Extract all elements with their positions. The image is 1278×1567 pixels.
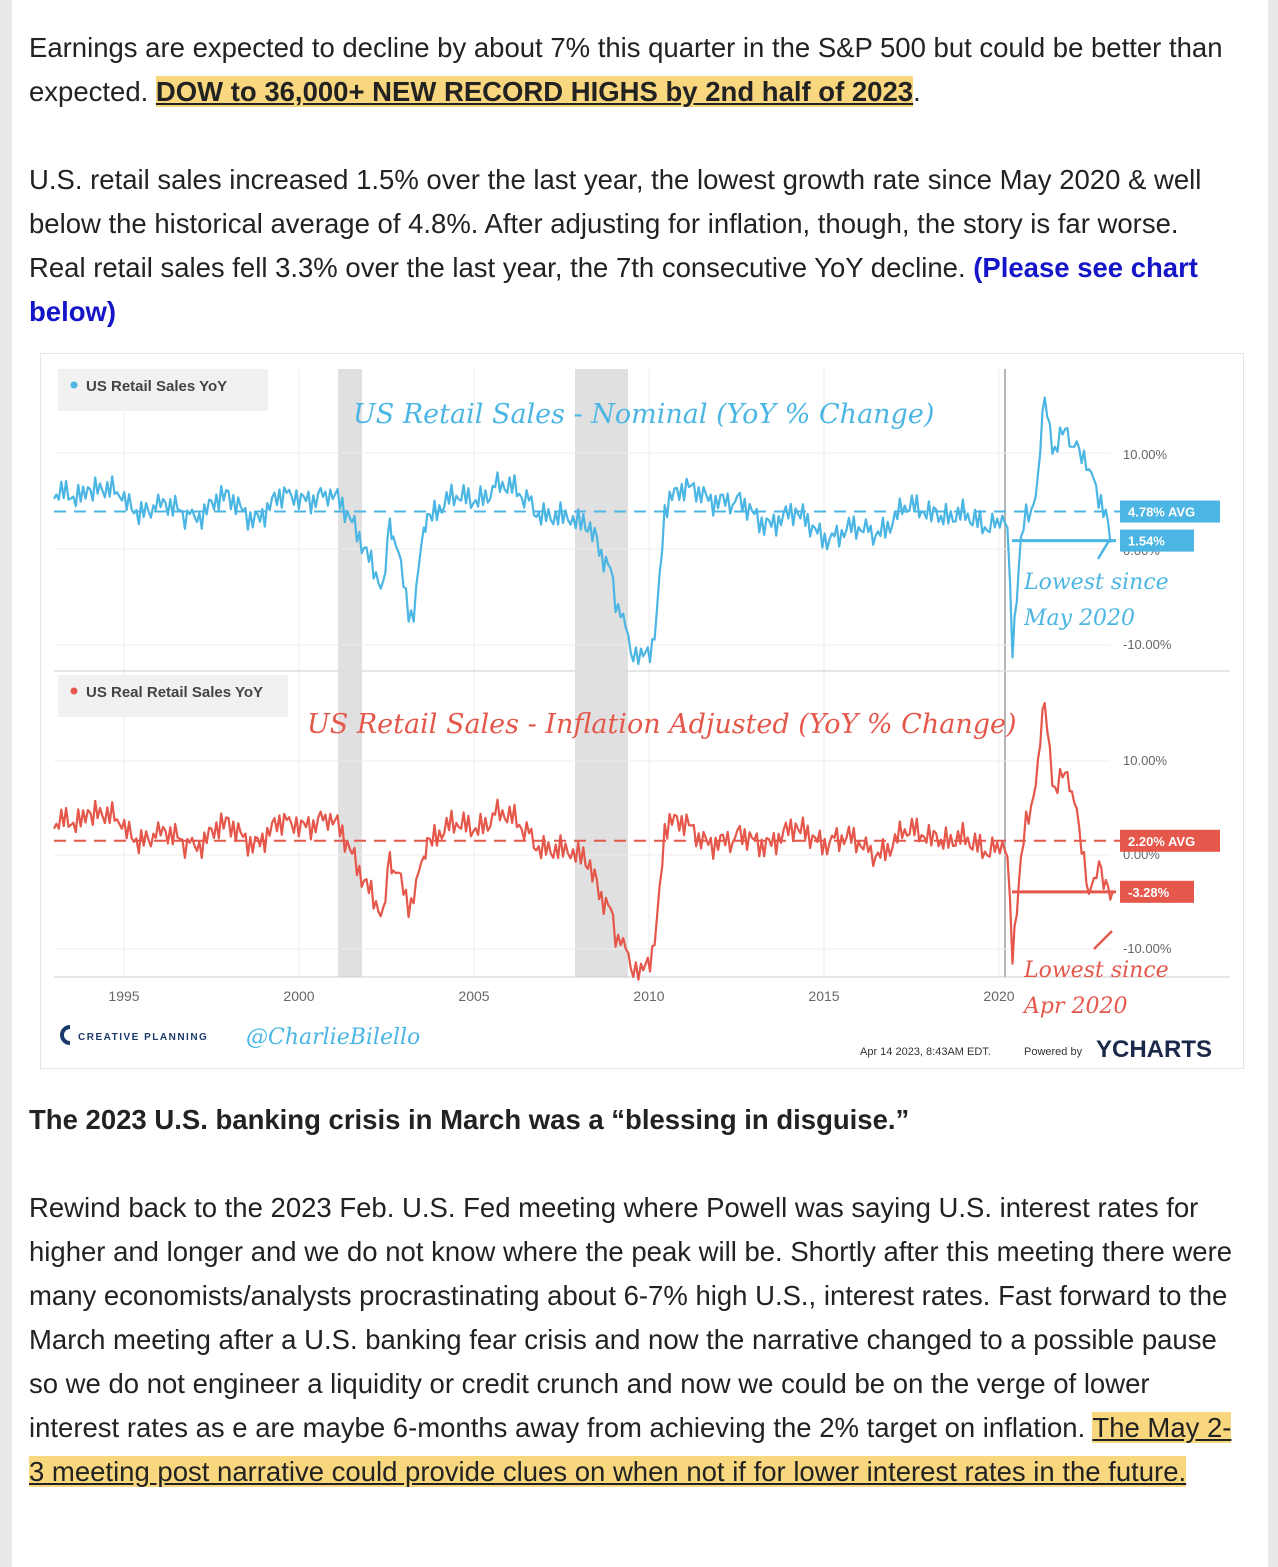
x-tick-2005: 2005 xyxy=(458,988,489,1004)
legend-dot-nominal xyxy=(70,381,78,389)
period: . xyxy=(913,76,921,107)
legend-real: US Real Retail Sales YoY xyxy=(86,684,263,701)
annotation-nominal-1: Lowest since xyxy=(1023,570,1169,595)
earnings-text: Earnings are expected to decline by abou… xyxy=(29,32,1223,107)
y-tick-top-10: 10.00% xyxy=(1123,447,1168,462)
retail-sales-chart: US Retail Sales YoY US Real Retail Sales… xyxy=(40,353,1244,1069)
annotation-arrow-real xyxy=(1093,930,1113,950)
paragraph-earnings: Earnings are expected to decline by abou… xyxy=(29,26,1234,114)
chart-title-nominal: US Retail Sales - Nominal (YoY % Change) xyxy=(353,399,934,430)
chart-title-real: US Retail Sales - Inflation Adjusted (Yo… xyxy=(307,709,1017,740)
avg-badge-nominal xyxy=(1120,500,1220,523)
recession-band-2001 xyxy=(338,369,362,977)
paragraph-fed: Rewind back to the 2023 Feb. U.S. Fed me… xyxy=(29,1186,1234,1494)
series-line-real xyxy=(53,701,1114,981)
x-tick-2020: 2020 xyxy=(983,988,1014,1004)
powered-by: Powered by xyxy=(1024,1046,1083,1058)
series-line-nominal xyxy=(53,396,1114,666)
avg-badge-real xyxy=(1120,829,1220,852)
y-tick-bottom-neg10: -10.00% xyxy=(1123,941,1172,956)
last-badge-nominal xyxy=(1120,529,1194,552)
recession-band-2008 xyxy=(575,369,628,977)
last-badge-real xyxy=(1120,880,1194,903)
avg-label-real: 2.20% AVG xyxy=(1128,834,1195,849)
x-tick-2000: 2000 xyxy=(283,988,314,1004)
x-tick-2015: 2015 xyxy=(808,988,839,1004)
creative-planning-logo: CREATIVE PLANNING xyxy=(60,1025,208,1045)
annotation-nominal-2: May 2020 xyxy=(1023,606,1135,631)
timestamp: Apr 14 2023, 8:43AM EDT. xyxy=(860,1046,991,1058)
dow-record-highlight[interactable]: DOW to 36,000+ NEW RECORD HIGHS by 2nd h… xyxy=(155,76,914,107)
last-label-real: -3.28% xyxy=(1128,885,1170,900)
brand-name: CREATIVE PLANNING xyxy=(78,1032,208,1043)
ycharts-logo: YCHARTS xyxy=(1096,1036,1212,1063)
last-label-nominal: 1.54% xyxy=(1128,534,1165,549)
y-tick-top-neg10: -10.00% xyxy=(1123,637,1172,652)
annotation-arrow-nominal xyxy=(1096,538,1112,560)
legend-box-top xyxy=(58,369,268,411)
paragraph-retail-sales: U.S. retail sales increased 1.5% over th… xyxy=(29,158,1234,334)
author-handle: @CharlieBilello xyxy=(246,1025,420,1050)
retail-sales-text: U.S. retail sales increased 1.5% over th… xyxy=(29,164,1202,283)
fed-text: Rewind back to the 2023 Feb. U.S. Fed me… xyxy=(29,1192,1233,1443)
y-tick-bottom-10: 10.00% xyxy=(1123,753,1168,768)
legend-nominal: US Retail Sales YoY xyxy=(86,378,227,395)
annotation-real-1: Lowest since xyxy=(1023,958,1169,983)
annotation-real-2: Apr 2020 xyxy=(1022,994,1127,1019)
legend-dot-real xyxy=(70,687,78,695)
creative-planning-logo-icon xyxy=(60,1025,71,1045)
x-tick-1995: 1995 xyxy=(108,988,139,1004)
legend-box-bottom xyxy=(58,675,288,717)
see-chart-link[interactable]: (Please see chart below) xyxy=(29,252,1198,327)
avg-label-nominal: 4.78% AVG xyxy=(1128,505,1195,520)
x-tick-2010: 2010 xyxy=(633,988,664,1004)
section-heading: The 2023 U.S. banking crisis in March wa… xyxy=(29,1104,910,1135)
